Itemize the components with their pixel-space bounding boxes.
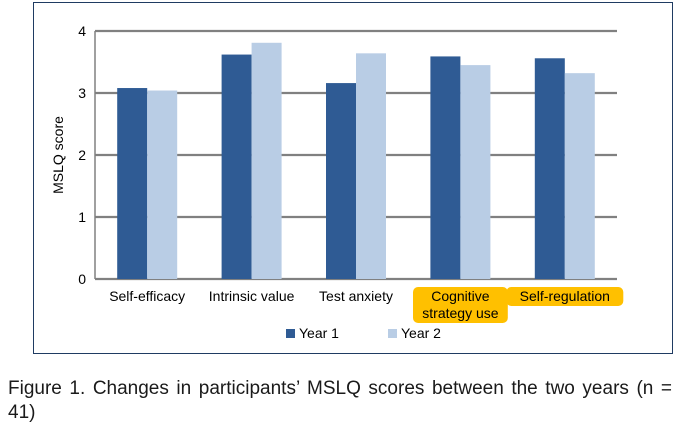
x-tick-labels: Self-efficacy Intrinsic value Test anxiety… bbox=[109, 287, 624, 323]
y-tick-label: 1 bbox=[78, 209, 86, 225]
x-tick-label-group: Self-regulation bbox=[506, 287, 624, 306]
bars bbox=[117, 42, 595, 280]
y-tick-labels: 0 1 2 3 4 bbox=[78, 23, 86, 287]
x-tick-label-group: Self-efficacy bbox=[109, 288, 185, 304]
legend-label: Year 2 bbox=[401, 325, 441, 341]
y-tick-label: 2 bbox=[78, 147, 86, 163]
bar-year-2 bbox=[564, 73, 595, 279]
x-tick-label: Test anxiety bbox=[319, 288, 393, 304]
legend-label: Year 1 bbox=[299, 325, 339, 341]
y-tick-label: 4 bbox=[78, 23, 86, 39]
y-axis-label: MSLQ score bbox=[50, 116, 66, 194]
legend: Year 1 Year 2 bbox=[286, 325, 441, 341]
figure-caption: Figure 1. Changes in participants’ MSLQ … bbox=[8, 378, 672, 423]
chart-frame bbox=[33, 2, 673, 354]
bar-year-1 bbox=[221, 54, 252, 280]
x-tick-label: strategy use bbox=[422, 305, 498, 321]
bar-year-1 bbox=[326, 83, 356, 279]
x-tick-label-group: Test anxiety bbox=[319, 288, 393, 304]
bar-year-2 bbox=[356, 53, 386, 279]
bar-year-1 bbox=[117, 88, 148, 279]
legend-swatch bbox=[286, 329, 295, 338]
x-tick-label: Self-regulation bbox=[520, 288, 610, 304]
x-tick-highlight bbox=[506, 287, 624, 306]
bar-year-1 bbox=[534, 58, 565, 279]
x-tick-highlight bbox=[413, 287, 508, 323]
x-tick-label: Self-efficacy bbox=[109, 288, 185, 304]
x-tick-label: Intrinsic value bbox=[209, 288, 295, 304]
y-tick-label: 0 bbox=[78, 271, 86, 287]
y-tick-label: 3 bbox=[78, 85, 86, 101]
legend-swatch bbox=[388, 329, 397, 338]
bar-year-2 bbox=[460, 65, 491, 279]
bar-year-2 bbox=[251, 42, 282, 279]
bar-year-2 bbox=[147, 90, 178, 280]
x-tick-label-group: Intrinsic value bbox=[209, 288, 295, 304]
x-tick-label: Cognitive bbox=[431, 288, 490, 304]
bar-year-1 bbox=[430, 56, 461, 279]
